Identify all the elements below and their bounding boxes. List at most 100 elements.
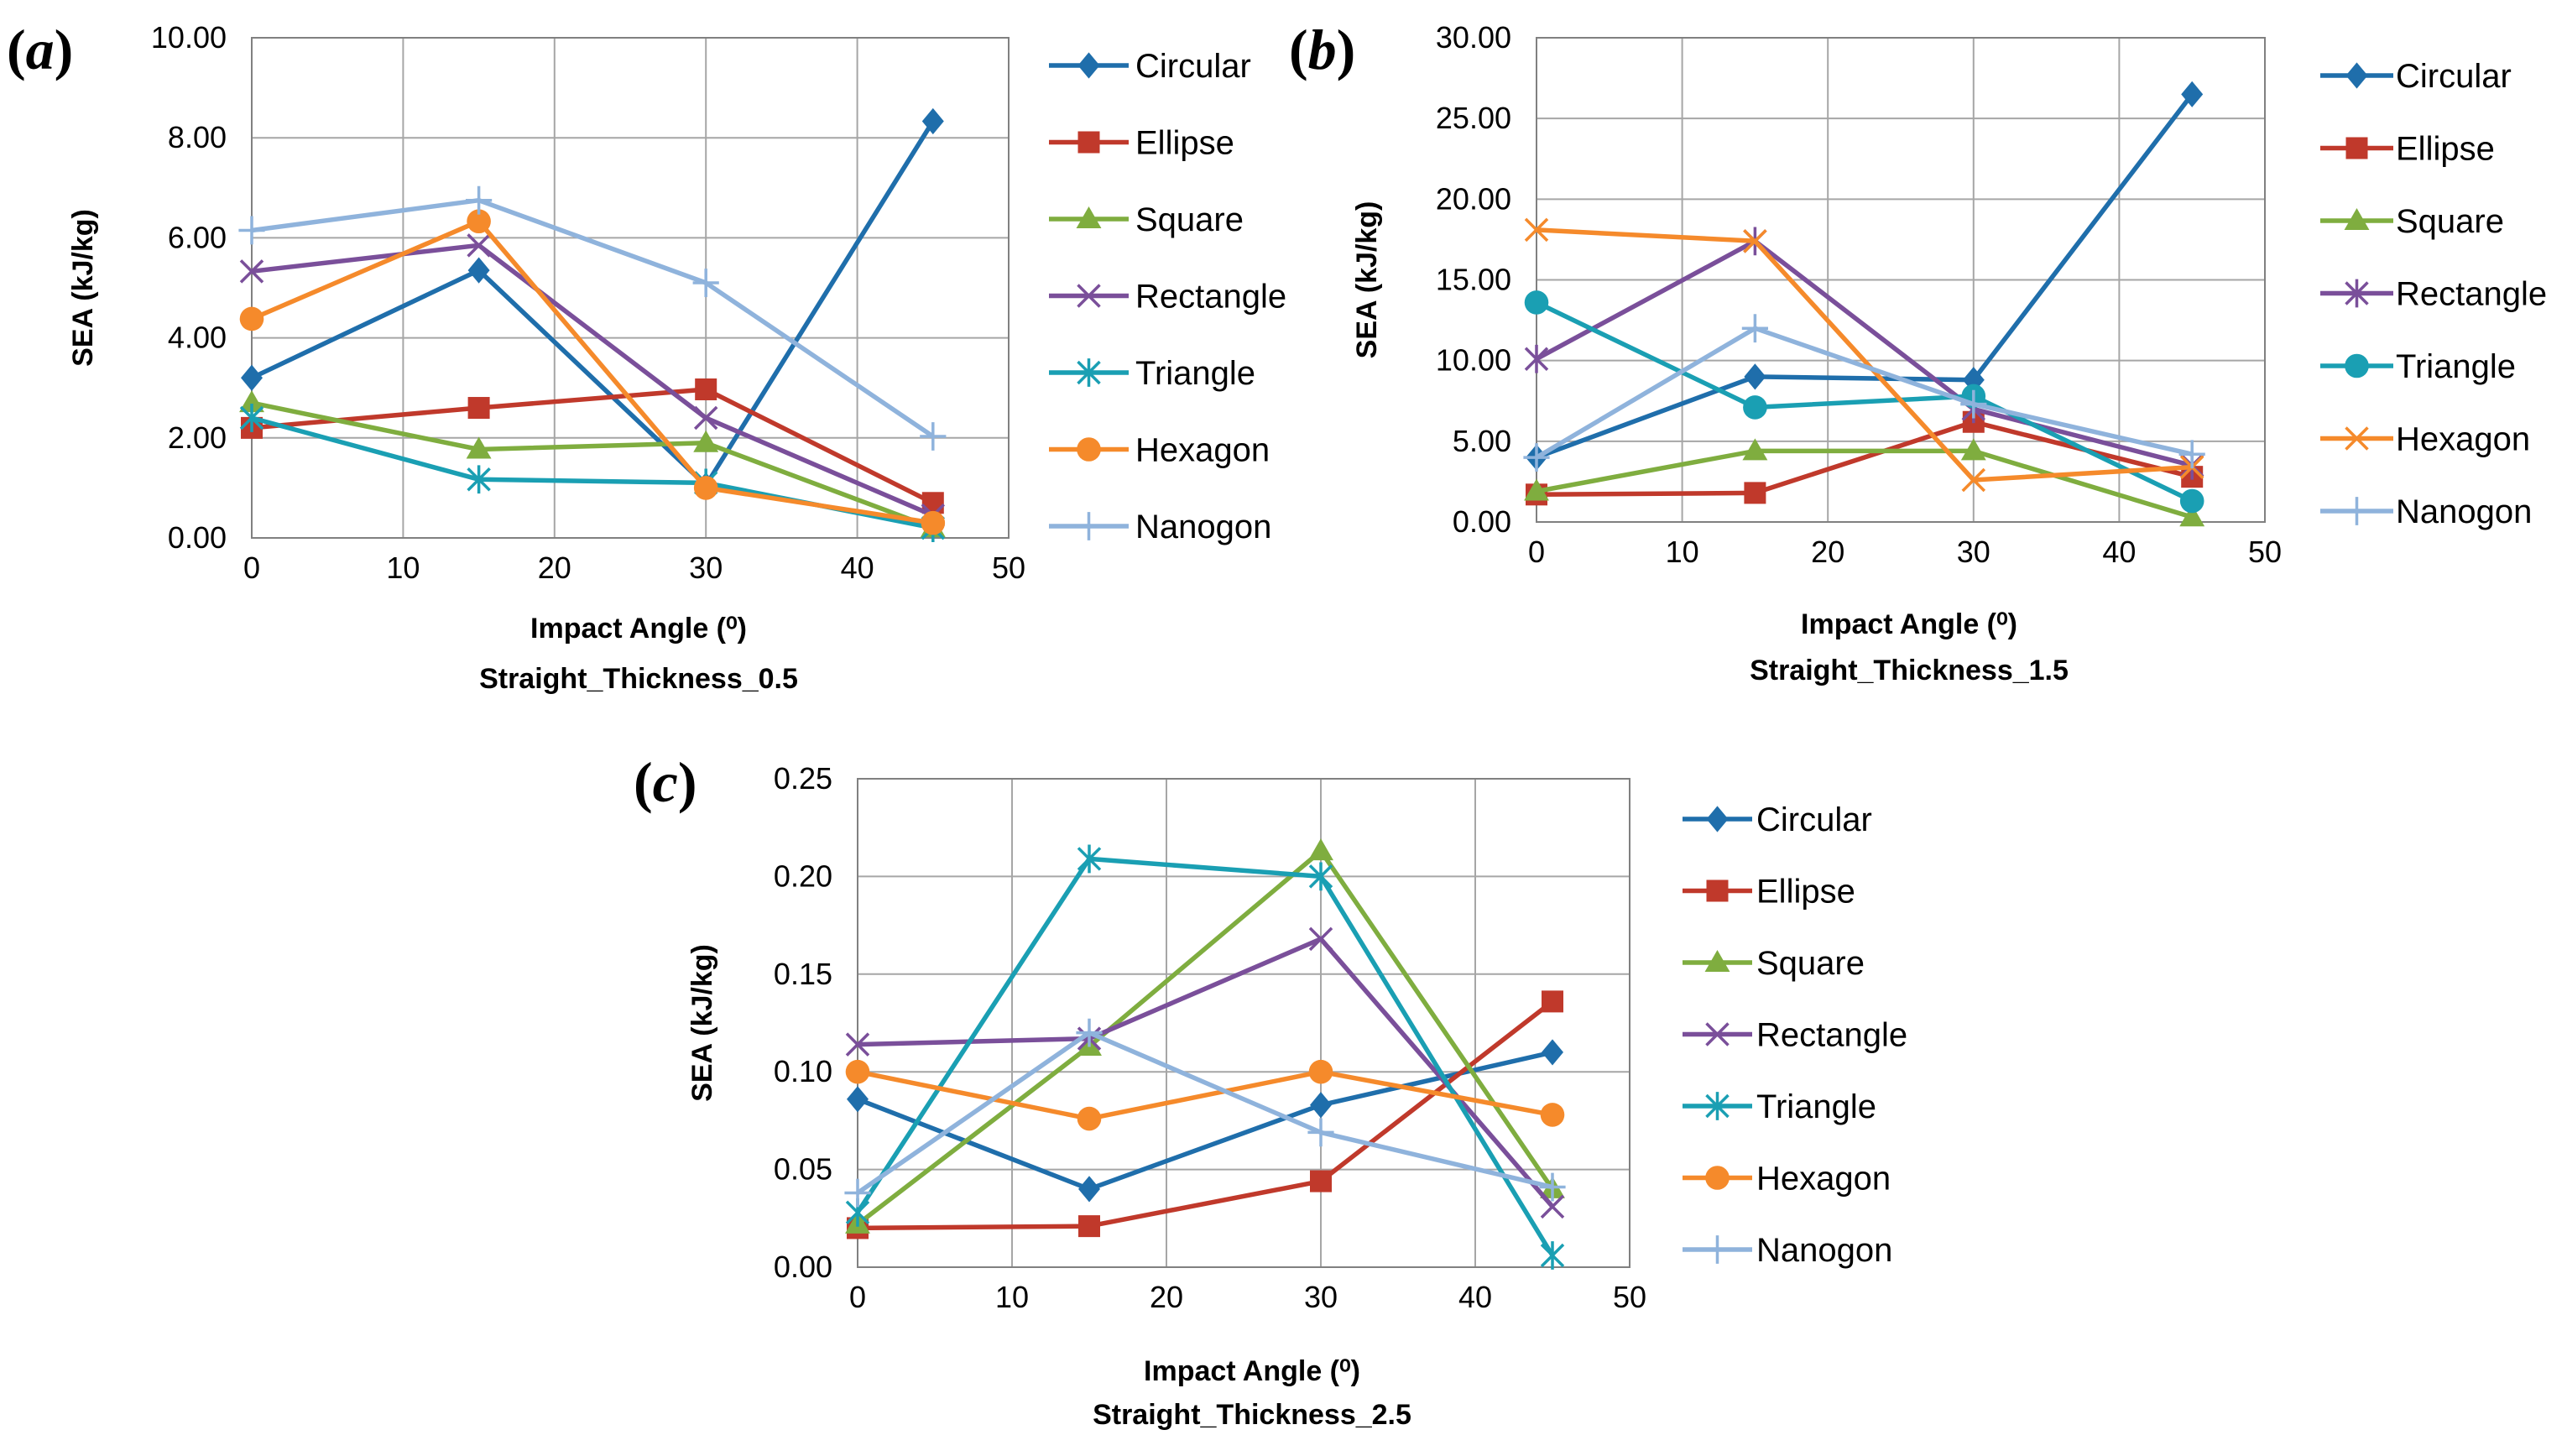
legend-item-triangle: Triangle bbox=[1049, 355, 1255, 392]
series-line-ellipse bbox=[251, 387, 935, 505]
x-tick-label: 0 bbox=[1528, 535, 1545, 569]
legend-item-triangle: Triangle bbox=[1683, 1088, 1876, 1125]
legend-marker bbox=[1076, 206, 1102, 229]
legend-marker bbox=[1705, 1092, 1730, 1120]
y-tick-label: 0.00 bbox=[168, 520, 227, 555]
legend-marker bbox=[2345, 426, 2369, 451]
series-hexagon bbox=[845, 1059, 1565, 1131]
x-tick-label: 20 bbox=[1150, 1280, 1183, 1314]
legend-item-hexagon: Hexagon bbox=[1683, 1161, 1891, 1198]
data-point-triangle bbox=[2179, 488, 2204, 514]
legend-marker bbox=[1077, 52, 1100, 79]
y-tick-label: 0.20 bbox=[774, 858, 832, 893]
data-point-nanogon bbox=[1539, 1172, 1566, 1202]
data-point-ellipse bbox=[1744, 482, 1766, 504]
y-tick-label: 6.00 bbox=[168, 220, 227, 254]
legend-label: Hexagon bbox=[2396, 421, 2530, 458]
data-point-circular bbox=[1744, 363, 1766, 390]
legend-marker bbox=[2345, 279, 2369, 308]
data-point-nanogon bbox=[1960, 389, 1987, 419]
y-tick-label: 10.00 bbox=[1436, 343, 1511, 378]
data-point-hexagon bbox=[693, 476, 718, 500]
legend-item-triangle: Triangle bbox=[2320, 348, 2516, 385]
data-point-ellipse bbox=[1310, 1170, 1332, 1192]
data-point-square bbox=[239, 390, 264, 413]
data-point-square bbox=[1524, 478, 1549, 501]
x-tick-label: 30 bbox=[1957, 535, 1990, 569]
data-point-hexagon bbox=[1540, 1103, 1565, 1127]
chart-panel-c: 0 10 20 30 40 50 0.00 0.05 0.10 0.15 0.20 0.25 Impac… bbox=[634, 750, 1907, 1431]
data-point-square bbox=[466, 436, 492, 459]
data-point-circular bbox=[1962, 367, 1985, 394]
y-tick-label: 0.15 bbox=[774, 957, 832, 991]
legend-item-nanogon: Nanogon bbox=[2320, 493, 2532, 530]
y-tick-label: 0.10 bbox=[774, 1054, 832, 1088]
series-nanogon bbox=[1523, 314, 2205, 472]
panel-label: (a) bbox=[7, 18, 73, 81]
data-point-circular bbox=[847, 1086, 869, 1113]
x-axis-title: Impact Angle (⁰) bbox=[1144, 1355, 1360, 1387]
legend-label: Hexagon bbox=[1135, 432, 1270, 469]
data-point-triangle bbox=[1077, 844, 1102, 874]
data-point-triangle bbox=[467, 465, 491, 494]
panel-label: (b) bbox=[1289, 18, 1355, 81]
data-point-nanogon bbox=[692, 269, 719, 297]
chart-subtitle: Straight_Thickness_0.5 bbox=[479, 663, 798, 695]
data-point-square bbox=[1742, 438, 1768, 461]
x-tick-label: 20 bbox=[538, 551, 571, 585]
x-tick-label: 40 bbox=[1458, 1280, 1492, 1314]
panel-letter: c bbox=[653, 750, 678, 814]
data-point-circular bbox=[2181, 81, 2204, 107]
y-tick-label: 30.00 bbox=[1436, 20, 1511, 55]
legend-marker bbox=[1075, 512, 1103, 540]
legend-item-square: Square bbox=[1049, 201, 1244, 238]
data-point-hexagon bbox=[1077, 1106, 1102, 1131]
legend-label: Triangle bbox=[1756, 1088, 1876, 1125]
x-axis-title: Impact Angle (⁰) bbox=[1801, 608, 2017, 640]
legend-item-nanogon: Nanogon bbox=[1683, 1232, 1892, 1269]
plot-area-frame bbox=[251, 37, 1010, 539]
series-triangle bbox=[845, 844, 1565, 1270]
series-line-rectangle bbox=[251, 243, 934, 518]
y-axis-title: SEA (kJ/kg) bbox=[686, 944, 718, 1102]
data-point-triangle bbox=[239, 404, 264, 432]
legend-item-rectangle: Rectangle bbox=[2320, 276, 2547, 313]
panel-letter: b bbox=[1308, 18, 1337, 81]
data-point-square bbox=[2179, 504, 2205, 527]
series-line-nanogon bbox=[251, 197, 935, 439]
y-tick-label: 2.00 bbox=[168, 420, 227, 455]
legend-marker bbox=[1704, 950, 1730, 973]
y-tick-label: 0.00 bbox=[774, 1250, 832, 1284]
x-axis-title: Impact Angle (⁰) bbox=[530, 613, 747, 645]
data-point-circular bbox=[1078, 1176, 1100, 1203]
series-line-hexagon bbox=[1536, 227, 2193, 483]
series-line-rectangle bbox=[1535, 238, 2193, 468]
data-point-rectangle bbox=[239, 259, 264, 284]
legend-marker bbox=[1077, 284, 1101, 308]
legend: Circular Ellipse Square Rectangle Triangle He… bbox=[1683, 801, 1907, 1269]
legend-item-rectangle: Rectangle bbox=[1683, 1017, 1907, 1054]
plot-area-frame bbox=[1536, 37, 2266, 523]
legend-marker bbox=[2345, 137, 2368, 159]
legend-label: Rectangle bbox=[1756, 1017, 1907, 1054]
legend-item-hexagon: Hexagon bbox=[1049, 432, 1270, 469]
series-line-circular bbox=[250, 120, 936, 488]
data-point-hexagon bbox=[1524, 217, 1549, 243]
data-point-rectangle bbox=[467, 233, 491, 258]
legend: Circular Ellipse Square Rectangle Triangle He… bbox=[1049, 48, 1286, 545]
data-point-triangle bbox=[1743, 395, 1767, 420]
y-tick-label: 15.00 bbox=[1436, 263, 1511, 297]
series-line-triangle bbox=[1535, 300, 2194, 504]
series-line-hexagon bbox=[250, 218, 934, 525]
x-tick-label: 50 bbox=[2248, 535, 2282, 569]
x-tick-label: 50 bbox=[992, 551, 1025, 585]
legend-marker bbox=[1077, 358, 1101, 387]
data-point-nanogon bbox=[466, 185, 493, 215]
legend-label: Square bbox=[1135, 201, 1244, 238]
legend-item-square: Square bbox=[1683, 945, 1865, 982]
data-point-triangle bbox=[1308, 862, 1333, 891]
legend-label: Triangle bbox=[1135, 355, 1255, 392]
series-line-nanogon bbox=[856, 1030, 1553, 1195]
legend-item-nanogon: Nanogon bbox=[1049, 509, 1271, 545]
y-tick-label: 0.00 bbox=[1453, 504, 1511, 539]
